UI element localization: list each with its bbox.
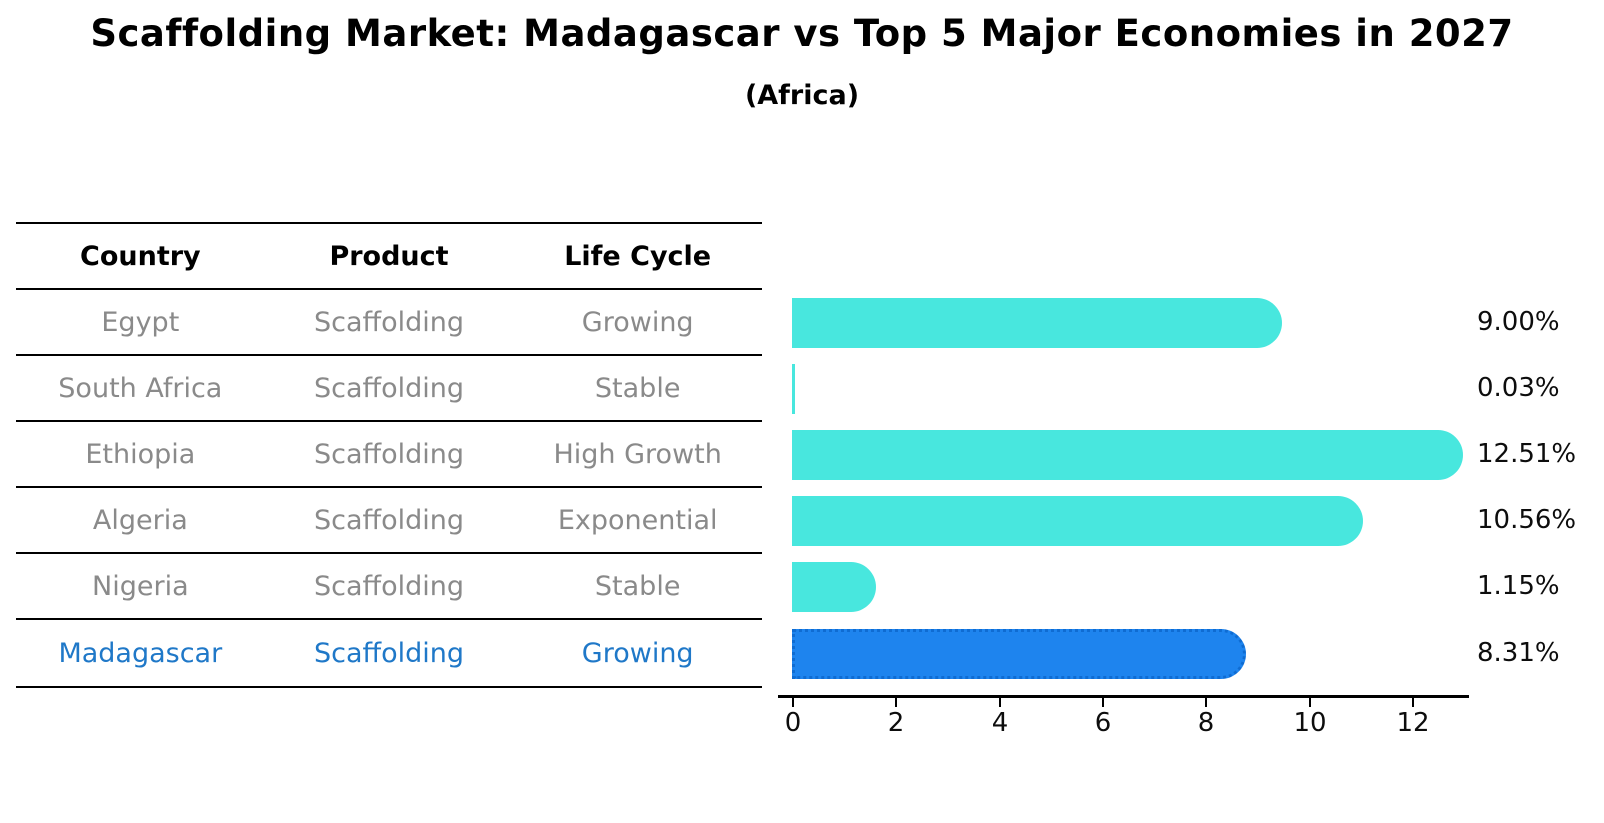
- cell-country: Algeria: [92, 504, 188, 536]
- bar-ethiopia: [792, 430, 1464, 480]
- x-axis-tick: [895, 698, 897, 707]
- cell-life-cycle: Stable: [594, 570, 681, 602]
- table-row-madagascar: Madagascar Scaffolding Growing: [16, 620, 762, 688]
- x-axis-tick: [1309, 698, 1311, 707]
- value-label-nigeria: 1.15%: [1477, 571, 1560, 601]
- chart-subtitle: (Africa): [744, 80, 860, 111]
- table-row-south-africa: South Africa Scaffolding Stable: [16, 356, 762, 422]
- cell-life-cycle: Growing: [581, 306, 694, 338]
- cell-life-cycle: Stable: [594, 372, 681, 404]
- cell-country: South Africa: [58, 372, 223, 404]
- value-label-madagascar: 8.31%: [1477, 638, 1560, 668]
- x-axis-tick-label: 0: [784, 708, 802, 738]
- bar-algeria: [792, 496, 1363, 546]
- x-axis-tick: [999, 698, 1001, 707]
- value-label-south-africa: 0.03%: [1477, 373, 1560, 403]
- x-axis-tick-label: 6: [1094, 708, 1112, 738]
- cell-life-cycle: Exponential: [557, 504, 718, 536]
- x-axis-tick-label: 4: [991, 708, 1009, 738]
- cell-country: Nigeria: [92, 570, 189, 602]
- cell-product: Scaffolding: [313, 372, 465, 404]
- column-header-product: Product: [329, 240, 449, 272]
- x-axis-tick-label: 12: [1396, 708, 1430, 738]
- column-header-country: Country: [80, 240, 201, 272]
- bar-egypt: [792, 298, 1283, 348]
- table-row-egypt: Egypt Scaffolding Growing: [16, 290, 762, 356]
- table-row-ethiopia: Ethiopia Scaffolding High Growth: [16, 422, 762, 488]
- x-axis-tick-label: 2: [887, 708, 905, 738]
- country-table: Country Product Life Cycle Egypt Scaffol…: [16, 222, 762, 688]
- cell-life-cycle: High Growth: [553, 438, 722, 470]
- column-header-life-cycle: Life Cycle: [564, 240, 712, 272]
- x-axis-tick: [792, 698, 794, 707]
- cell-product: Scaffolding: [313, 570, 465, 602]
- x-axis-line: [778, 695, 1469, 698]
- cell-product: Scaffolding: [313, 504, 465, 536]
- value-label-egypt: 9.00%: [1477, 307, 1560, 337]
- table-header-row: Country Product Life Cycle: [16, 222, 762, 290]
- x-axis-tick: [1102, 698, 1104, 707]
- table-row-nigeria: Nigeria Scaffolding Stable: [16, 554, 762, 620]
- chart-title: Scaffolding Market: Madagascar vs Top 5 …: [90, 12, 1514, 55]
- cell-life-cycle: Growing: [581, 637, 694, 669]
- cell-country: Madagascar: [58, 637, 223, 669]
- x-axis-tick: [1412, 698, 1414, 707]
- table-row-algeria: Algeria Scaffolding Exponential: [16, 488, 762, 554]
- bar-madagascar: [792, 629, 1247, 679]
- value-label-algeria: 10.56%: [1477, 505, 1577, 535]
- cell-product: Scaffolding: [313, 637, 465, 669]
- cell-country: Egypt: [101, 306, 180, 338]
- x-axis-tick: [1205, 698, 1207, 707]
- x-axis-tick-label: 10: [1293, 708, 1327, 738]
- bar-south-africa: [792, 364, 795, 414]
- x-axis-tick-label: 8: [1197, 708, 1215, 738]
- cell-product: Scaffolding: [313, 438, 465, 470]
- cell-product: Scaffolding: [313, 306, 465, 338]
- cell-country: Ethiopia: [85, 438, 196, 470]
- value-label-ethiopia: 12.51%: [1477, 439, 1577, 469]
- bar-nigeria: [792, 562, 877, 612]
